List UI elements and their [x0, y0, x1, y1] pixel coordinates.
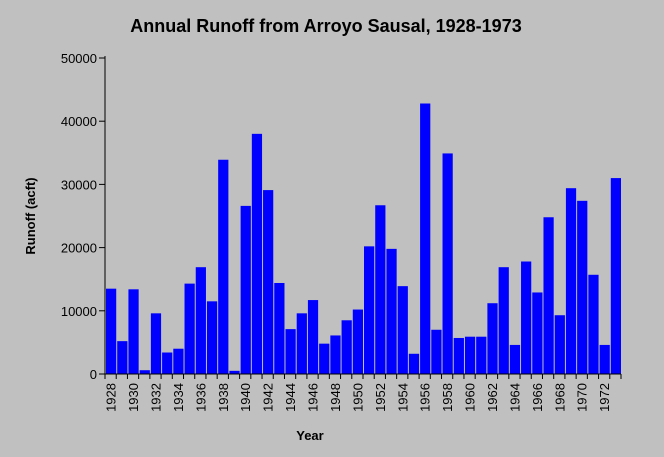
bar-1958 [442, 153, 453, 374]
bar-1951 [364, 246, 375, 374]
bar-1944 [285, 329, 296, 374]
bar-1936 [195, 267, 206, 374]
plot-area [106, 103, 621, 374]
y-tick-label: 20000 [61, 241, 97, 256]
y-tick-label: 40000 [61, 114, 97, 129]
x-tick-label: 1934 [171, 383, 186, 412]
x-tick-label: 1946 [306, 383, 321, 412]
bar-1971 [588, 274, 599, 374]
bar-1965 [521, 261, 532, 374]
bar-1928 [106, 288, 117, 374]
x-tick-label: 1956 [418, 383, 433, 412]
bar-1934 [173, 348, 184, 374]
bar-1948 [330, 335, 341, 374]
bar-1953 [386, 248, 397, 374]
bar-1970 [577, 200, 588, 374]
x-tick-label: 1952 [373, 383, 388, 412]
bar-1954 [397, 286, 408, 374]
bar-1949 [341, 320, 352, 374]
y-tick-label: 0 [90, 367, 97, 382]
bar-1950 [352, 309, 363, 374]
y-tick-label: 10000 [61, 304, 97, 319]
y-tick-label: 50000 [61, 51, 97, 66]
bar-1955 [408, 353, 420, 374]
bar-1952 [375, 205, 386, 374]
bar-1933 [162, 352, 173, 374]
y-axis: 0 10000 20000 30000 40000 50000 [61, 51, 106, 382]
bar-1937 [206, 301, 218, 374]
x-tick-label: 1944 [283, 383, 298, 412]
x-axis-label: Year [296, 428, 323, 443]
x-tick-label: 1950 [350, 383, 365, 412]
x-tick-label: 1972 [597, 383, 612, 412]
x-tick-label: 1954 [395, 383, 410, 412]
bar-1931 [139, 370, 150, 374]
y-axis-label: Runoff (acft) [23, 177, 38, 254]
bar-1945 [296, 313, 307, 374]
bar-1961 [476, 336, 487, 374]
bar-1959 [453, 337, 464, 374]
bar-1964 [509, 344, 521, 374]
x-tick-label: 1936 [193, 383, 208, 412]
bar-1938 [218, 159, 229, 374]
x-axis: 1928 1930 1932 1934 1936 1938 1940 1942 1944 1946… [104, 373, 622, 412]
bar-1968 [554, 315, 565, 374]
x-tick-label: 1964 [507, 383, 522, 412]
bar-1940 [240, 205, 251, 374]
bar-1957 [431, 329, 442, 374]
bar-1960 [464, 336, 476, 374]
bar-1962 [487, 303, 498, 374]
x-tick-label: 1928 [104, 383, 119, 412]
x-tick-label: 1938 [216, 383, 231, 412]
bar-1932 [150, 313, 162, 374]
chart-title: Annual Runoff from Arroyo Sausal, 1928-1… [130, 16, 521, 36]
x-tick-label: 1942 [261, 383, 276, 412]
bar-1941 [251, 133, 263, 374]
bar-1972 [599, 344, 610, 374]
x-tick-label: 1930 [126, 383, 141, 412]
y-tick-label: 30000 [61, 177, 97, 192]
x-tick-label: 1940 [238, 383, 253, 412]
bar-1973 [610, 178, 621, 374]
bar-1969 [565, 188, 577, 374]
x-tick-label: 1948 [328, 383, 343, 412]
bar-1943 [274, 282, 285, 374]
x-tick-label: 1970 [575, 383, 590, 412]
bar-1935 [184, 283, 195, 374]
x-tick-label: 1962 [485, 383, 500, 412]
x-tick-label: 1968 [552, 383, 567, 412]
bar-1929 [117, 341, 128, 374]
x-tick-label: 1958 [440, 383, 455, 412]
bar-1946 [307, 300, 319, 374]
bar-1942 [263, 190, 274, 374]
bar-1963 [498, 267, 509, 374]
bar-1930 [128, 289, 139, 374]
bar-1966 [532, 292, 543, 374]
x-tick-label: 1932 [148, 383, 163, 412]
bar-1939 [229, 370, 240, 374]
bar-1947 [319, 343, 330, 374]
bar-1967 [543, 217, 554, 374]
bar-1956 [420, 103, 431, 374]
x-tick-label: 1960 [463, 383, 478, 412]
x-tick-label: 1966 [530, 383, 545, 412]
